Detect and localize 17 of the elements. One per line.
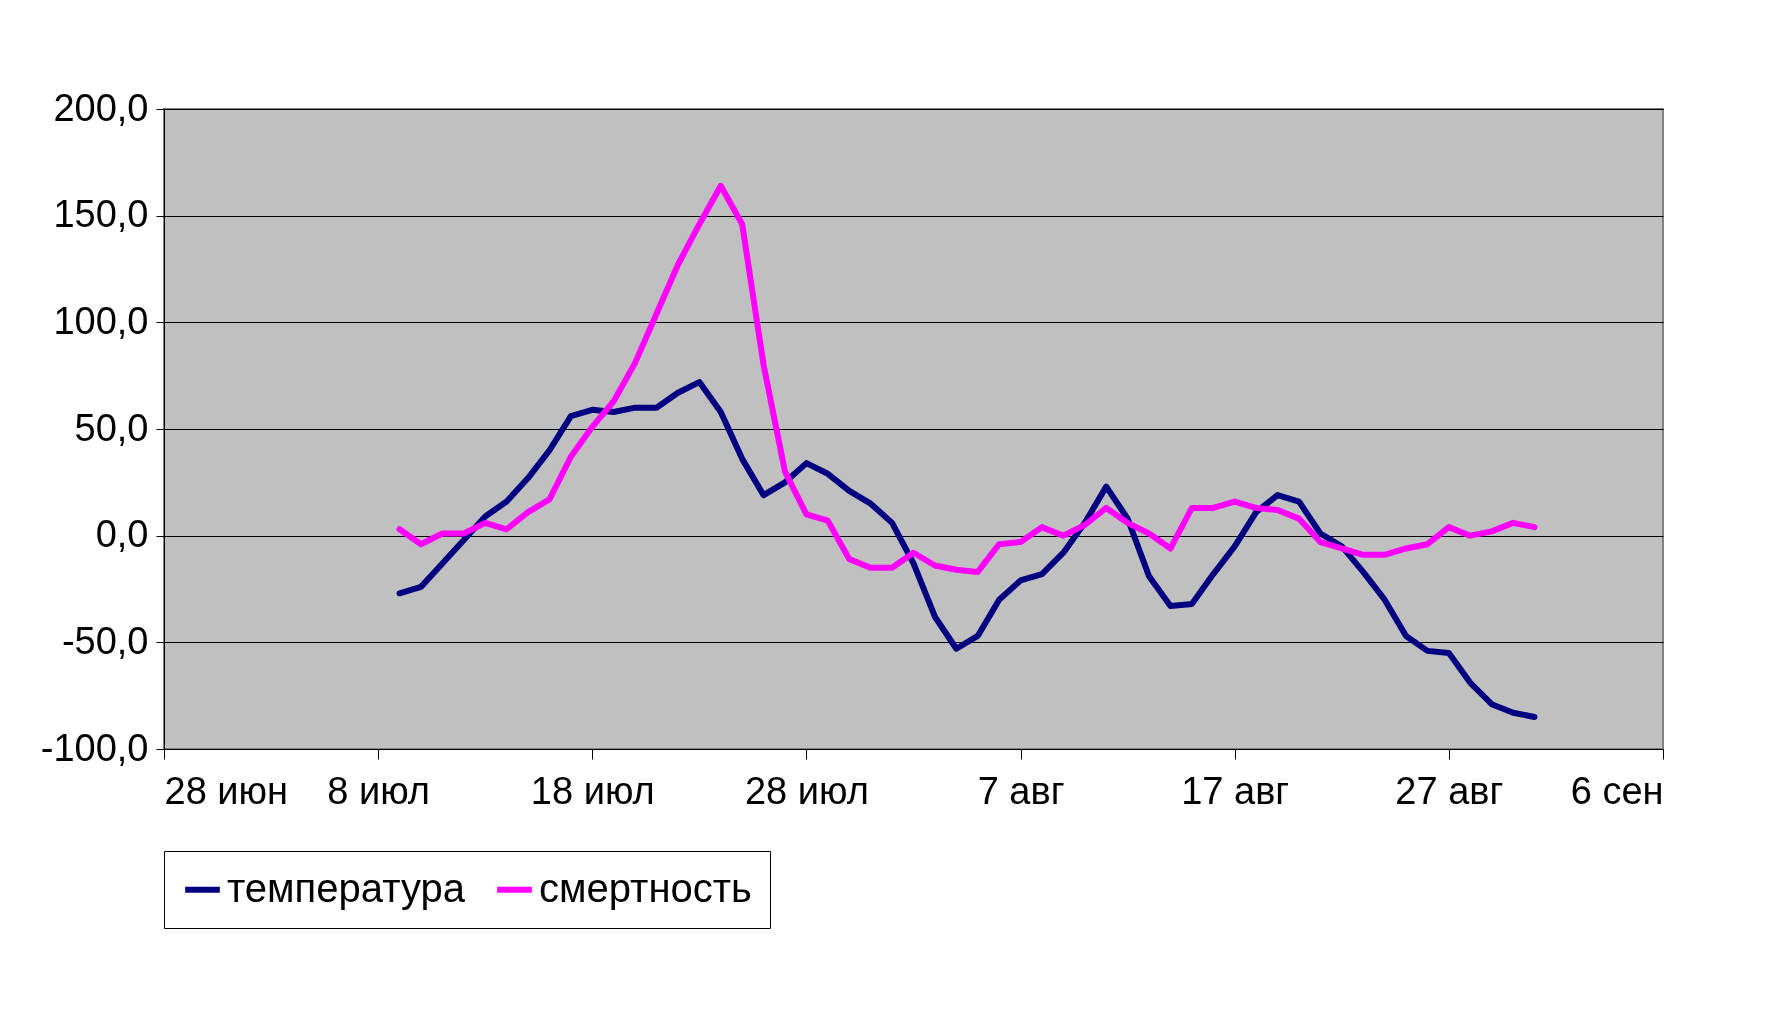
x-tick-label: 6 сен xyxy=(1570,769,1664,812)
x-tick-label: 18 июл xyxy=(530,769,655,812)
x-tick-label: 8 июл xyxy=(327,769,431,812)
y-tick-label: 50,0 xyxy=(74,406,149,449)
y-tick-label: 100,0 xyxy=(53,299,149,342)
y-tick-label: -100,0 xyxy=(40,726,149,769)
y-tick-label: 0,0 xyxy=(95,513,149,556)
legend-label: смертность xyxy=(539,865,752,910)
x-tick-label: 28 июл xyxy=(744,769,869,812)
y-tick-label: 200,0 xyxy=(53,86,149,129)
x-tick-label: 28 июн xyxy=(164,769,289,812)
y-tick-label: -50,0 xyxy=(61,619,149,662)
x-tick-label: 17 авг xyxy=(1181,769,1290,812)
y-tick-label: 150,0 xyxy=(53,193,149,236)
x-tick-label: 7 авг xyxy=(977,769,1065,812)
legend-label: температура xyxy=(227,865,466,910)
x-tick-label: 27 авг xyxy=(1395,769,1504,812)
